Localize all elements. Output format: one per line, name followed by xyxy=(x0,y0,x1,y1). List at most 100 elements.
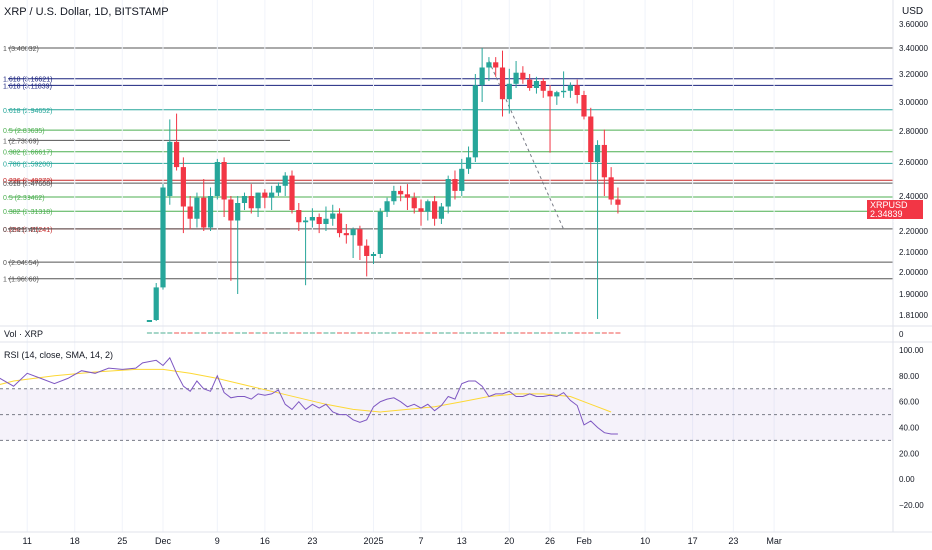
volume-bar-10 xyxy=(214,332,220,334)
price-tick-4: 2.80000 xyxy=(899,127,928,136)
volume-bar-2 xyxy=(160,332,166,334)
time-axis: 11 18 25 Dec 9 16 23 2025 7 13 20 26 Feb 10 17 23 Mar xyxy=(23,536,782,546)
volume-bar-31 xyxy=(357,332,363,334)
candle-body-46 xyxy=(459,168,465,191)
candle-body-58 xyxy=(540,81,546,91)
candle-body-59 xyxy=(547,90,553,97)
candle-body-16 xyxy=(255,192,261,209)
volume-bar-55 xyxy=(520,332,526,334)
volume-bar-3 xyxy=(167,332,173,334)
time-tick-1: 18 xyxy=(70,536,80,546)
candle-body-21 xyxy=(289,175,295,210)
price-tick-6: 2.40000 xyxy=(899,192,928,201)
price-tick-11: 1.81000 xyxy=(899,311,928,320)
volume-bar-57 xyxy=(533,332,539,334)
candle-body-9 xyxy=(207,196,214,228)
volume-bar-33 xyxy=(370,332,376,334)
candle-body-37 xyxy=(398,190,404,195)
candle-body-2 xyxy=(160,187,166,288)
fib-label-0: 1 (3.40032) xyxy=(3,46,39,53)
candle-body-5 xyxy=(180,167,186,207)
volume-bar-58 xyxy=(540,332,546,334)
candle-body-15 xyxy=(248,196,254,209)
rsi-pane xyxy=(0,356,893,441)
rsi-tick-4: 20.00 xyxy=(899,449,920,458)
volume-bar-46 xyxy=(459,332,465,334)
volume-bar-34 xyxy=(377,332,383,334)
candle-body-30 xyxy=(350,229,356,236)
badge-price: 2.34839 xyxy=(870,209,903,219)
volume-bar-19 xyxy=(275,332,281,334)
candle-body-34 xyxy=(377,211,383,254)
fib-levels: 1 (3.40032)1.618 (3.16621)1.618 (3.11839… xyxy=(3,46,893,284)
candle-body-20 xyxy=(282,175,288,186)
time-tick-12: Feb xyxy=(576,536,592,546)
volume-bar-35 xyxy=(384,332,390,334)
time-tick-10: 20 xyxy=(504,536,514,546)
candle-body-54 xyxy=(513,72,519,84)
candle-body-27 xyxy=(330,213,336,219)
last-price-badge: XRPUSD 2.34839 02:51:09 xyxy=(867,200,923,228)
rsi-tick-1: 80.00 xyxy=(899,372,920,381)
rsi-tick-5: 0.00 xyxy=(899,475,915,484)
candle-body-1 xyxy=(153,287,159,320)
candle-body-32 xyxy=(364,245,370,256)
volume-bar-63 xyxy=(574,332,580,334)
time-tick-16: Mar xyxy=(766,536,782,546)
volume-bar-60 xyxy=(554,332,560,334)
volume-bar-61 xyxy=(561,332,567,334)
grid xyxy=(0,0,932,533)
volume-bar-39 xyxy=(411,332,417,334)
fib-label-5: 1 (2.73969) xyxy=(3,138,39,145)
volume-bar-49 xyxy=(479,332,485,334)
candle-body-29 xyxy=(343,233,349,236)
volume-bar-5 xyxy=(180,332,186,334)
time-tick-2: 25 xyxy=(117,536,127,546)
time-tick-15: 23 xyxy=(728,536,738,546)
volume-bar-41 xyxy=(425,332,431,334)
volume-bar-68 xyxy=(608,332,614,334)
price-tick-2: 3.20000 xyxy=(899,70,928,79)
volume-bar-45 xyxy=(452,332,458,334)
fib-label-7: 0.786 (2.59200) xyxy=(3,161,52,168)
fib-label-11: 0.382 (2.31318) xyxy=(3,209,52,216)
candle-body-65 xyxy=(588,116,594,162)
fib-label-14: 0 (2.04954) xyxy=(3,260,39,267)
candle-body-4 xyxy=(173,141,180,168)
candle-body-43 xyxy=(438,206,444,219)
candle-body-52 xyxy=(499,67,506,100)
candle-body-24 xyxy=(309,217,315,221)
candle-body-12 xyxy=(228,199,234,221)
fib-label-1: 1.618 (3.16621) xyxy=(3,77,52,84)
candle-body-47 xyxy=(465,157,472,169)
candle-body-22 xyxy=(296,210,302,223)
currency-label: USD xyxy=(902,6,924,17)
volume-bar-56 xyxy=(527,332,533,334)
volume-bar-59 xyxy=(547,332,553,334)
candle-body-26 xyxy=(323,218,329,224)
time-tick-9: 13 xyxy=(457,536,467,546)
badge-countdown: 02:51:09 xyxy=(870,218,906,228)
candle-body-45 xyxy=(452,179,458,191)
time-tick-3: Dec xyxy=(155,536,172,546)
fib-label-15: 1 (1.96960) xyxy=(3,277,39,284)
volume-bar-40 xyxy=(418,332,424,334)
rsi-tick-6: −20.00 xyxy=(899,501,924,510)
volume-bar-50 xyxy=(486,332,492,334)
candles xyxy=(146,48,621,322)
volume-bar-28 xyxy=(337,332,343,334)
candle-body-67 xyxy=(601,144,607,178)
candle-body-23 xyxy=(302,220,309,223)
volume-bar-11 xyxy=(221,332,227,334)
candle-body-63 xyxy=(574,85,580,95)
volume-bar-64 xyxy=(581,332,587,334)
volume-bar-21 xyxy=(289,332,295,334)
candle-body-68 xyxy=(608,177,614,200)
time-tick-0: 11 xyxy=(23,536,32,546)
price-tick-7: 2.20000 xyxy=(899,227,928,236)
badge-symbol: XRPUSD xyxy=(870,200,908,210)
time-tick-8: 7 xyxy=(419,536,424,546)
candle-body-51 xyxy=(493,62,499,68)
candle-body-6 xyxy=(187,206,193,219)
